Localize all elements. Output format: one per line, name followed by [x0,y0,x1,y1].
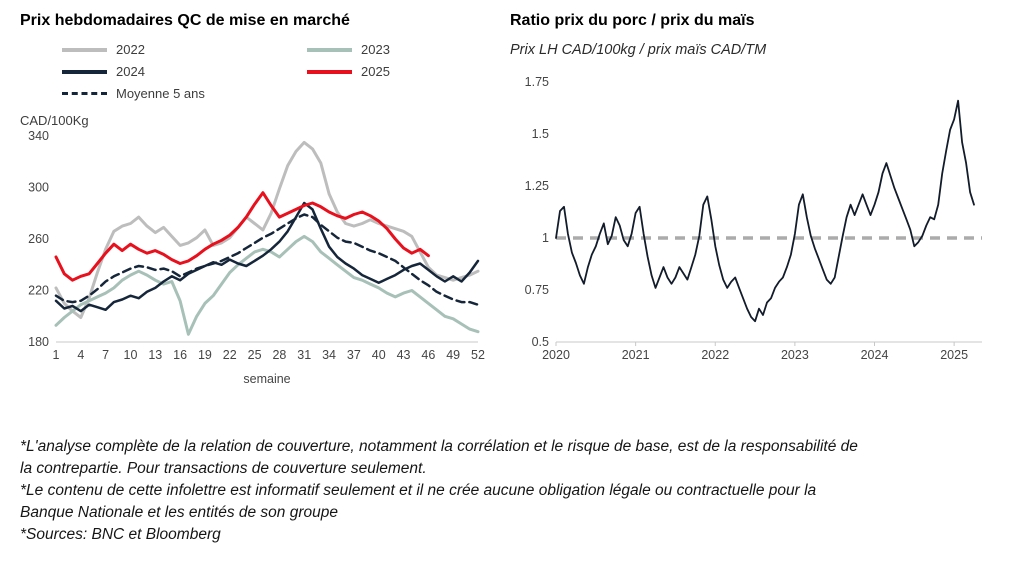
legend-item-2025: 2025 [307,64,502,79]
x-tick-label: 25 [248,348,262,362]
weekly-price-chart-legend: 2022 2023 2024 2025 Moyenne 5 ans [62,42,502,101]
y-tick-label: 1.75 [525,75,549,89]
legend-swatch [62,69,107,74]
x-tick-label: 2024 [861,348,889,362]
ratio-chart-canvas: 0.5 0.75 1 1.25 1.5 1.75 2020 2021 2022 2023 2024 2… [525,75,982,362]
legend-item-2024: 2024 [62,64,307,79]
x-tick-label: 28 [272,348,286,362]
weekly-price-chart-panel: Prix hebdomadaires QC de mise en marché … [20,12,502,393]
x-axis-label: semaine [243,372,290,386]
x-tick-label: 49 [446,348,460,362]
series-line-moyenne-5-ans [54,213,480,306]
ratio-chart-panel: Ratio prix du porc / prix du maïs Prix L… [510,12,1010,379]
x-tick-label: 10 [124,348,138,362]
weekly-price-chart-title: Prix hebdomadaires QC de mise en marché [20,12,350,29]
legend-swatch [307,69,352,74]
x-tick-label: 37 [347,348,361,362]
x-tick-label: 2025 [940,348,968,362]
ratio-chart-title: Ratio prix du porc / prix du maïs [510,12,755,29]
legend-label: 2022 [116,42,145,57]
series-line-2025 [54,191,430,282]
weekly-price-chart-canvas: 180 220 260 300 340 1 4 7 10 13 16 19 22 25 28 31 34 37 40… [28,129,485,386]
ratio-chart-subtitle: Prix LH CAD/100kg / prix maïs CAD/TM [510,42,767,58]
x-tick-label: 7 [102,348,109,362]
x-tick-label: 2023 [781,348,809,362]
x-tick-label: 22 [223,348,237,362]
x-tick-label: 2021 [622,348,650,362]
x-tick-label: 1 [53,348,60,362]
footnote-line: *Le contenu de cette infolettre est info… [20,482,817,521]
legend-item-2023: 2023 [307,42,502,57]
x-tick-label: 16 [173,348,187,362]
y-tick-label: 300 [28,181,49,195]
x-tick-label: 4 [77,348,84,362]
legend-label: 2024 [116,64,145,79]
footnote-line: *L'analyse complète de la relation de co… [20,438,858,477]
legend-label: 2023 [361,42,390,57]
y-tick-label: 1 [542,231,549,245]
y-tick-label: 260 [28,232,49,246]
x-tick-label: 34 [322,348,336,362]
y-tick-label: 0.5 [532,335,549,349]
legend-item-moyenne-5-ans: Moyenne 5 ans [62,86,307,101]
x-tick-label: 31 [297,348,311,362]
series-line-2024 [54,201,480,313]
x-tick-label: 2022 [701,348,729,362]
y-tick-label: 340 [28,130,49,143]
y-tick-label: 1.25 [525,179,549,193]
y-tick-label: 180 [28,335,49,349]
x-tick-label: 13 [148,348,162,362]
weekly-price-chart-y-unit: CAD/100Kg [20,113,89,128]
series-line-2023 [54,234,480,336]
legend-swatch [62,92,107,95]
y-tick-label: 0.75 [525,283,549,297]
y-tick-label: 1.5 [532,127,549,141]
series-line-ratio-porc/maïs [555,99,975,323]
x-tick-label: 40 [372,348,386,362]
x-tick-label: 52 [471,348,485,362]
footnote-line: *Sources: BNC et Bloomberg [20,526,221,543]
x-tick-label: 2020 [542,348,570,362]
x-tick-label: 46 [421,348,435,362]
legend-item-2022: 2022 [62,42,307,57]
legend-label: 2025 [361,64,390,79]
x-tick-label: 19 [198,348,212,362]
series-line-2022 [54,140,480,319]
x-tick-label: 43 [397,348,411,362]
legend-label: Moyenne 5 ans [116,86,205,101]
legend-swatch [62,47,107,52]
y-tick-label: 220 [28,284,49,298]
footnotes: *L'analyse complète de la relation de co… [20,436,868,546]
legend-swatch [307,47,352,52]
